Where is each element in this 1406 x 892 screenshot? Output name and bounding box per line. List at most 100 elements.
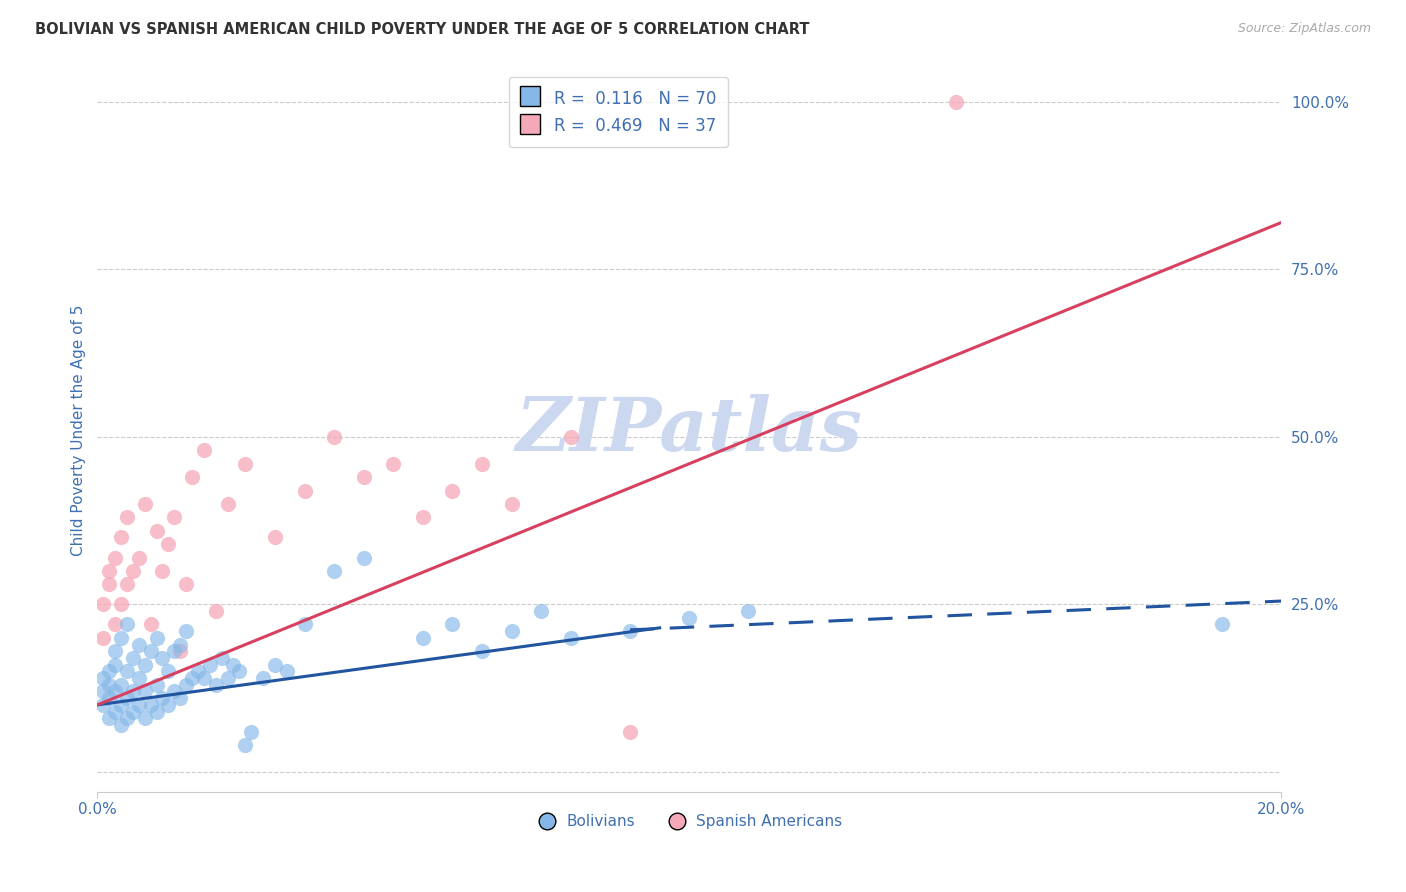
Point — [163, 684, 186, 698]
Point — [294, 617, 316, 632]
Point — [163, 510, 186, 524]
Point — [145, 631, 167, 645]
Point — [98, 691, 121, 706]
Point — [169, 638, 191, 652]
Point — [98, 564, 121, 578]
Point — [104, 684, 127, 698]
Point — [128, 698, 150, 712]
Point — [193, 443, 215, 458]
Point — [104, 657, 127, 672]
Point — [104, 550, 127, 565]
Point — [115, 510, 138, 524]
Point — [110, 530, 132, 544]
Point — [619, 724, 641, 739]
Text: ZIPatlas: ZIPatlas — [516, 394, 863, 467]
Point — [134, 497, 156, 511]
Point — [240, 724, 263, 739]
Point — [217, 497, 239, 511]
Point — [353, 470, 375, 484]
Point — [91, 684, 114, 698]
Point — [145, 524, 167, 538]
Point — [441, 483, 464, 498]
Point — [128, 638, 150, 652]
Point — [945, 95, 967, 109]
Point — [110, 631, 132, 645]
Point — [110, 678, 132, 692]
Point — [501, 497, 523, 511]
Point — [104, 644, 127, 658]
Point — [91, 631, 114, 645]
Point — [353, 550, 375, 565]
Point — [294, 483, 316, 498]
Point — [121, 705, 143, 719]
Point — [211, 651, 233, 665]
Point — [204, 604, 226, 618]
Point — [471, 457, 494, 471]
Point — [264, 530, 287, 544]
Point — [737, 604, 759, 618]
Point — [110, 718, 132, 732]
Point — [115, 691, 138, 706]
Point — [193, 671, 215, 685]
Point — [134, 657, 156, 672]
Point — [115, 617, 138, 632]
Point — [128, 550, 150, 565]
Point — [139, 617, 162, 632]
Point — [145, 705, 167, 719]
Point — [157, 665, 180, 679]
Point — [276, 665, 298, 679]
Text: Source: ZipAtlas.com: Source: ZipAtlas.com — [1237, 22, 1371, 36]
Point — [157, 698, 180, 712]
Point — [98, 711, 121, 725]
Point — [91, 698, 114, 712]
Point — [115, 665, 138, 679]
Point — [441, 617, 464, 632]
Point — [145, 678, 167, 692]
Point — [619, 624, 641, 639]
Point — [110, 598, 132, 612]
Point — [471, 644, 494, 658]
Point — [115, 577, 138, 591]
Point — [121, 651, 143, 665]
Point — [163, 644, 186, 658]
Point — [91, 598, 114, 612]
Point — [678, 611, 700, 625]
Point — [134, 711, 156, 725]
Point — [228, 665, 250, 679]
Point — [169, 644, 191, 658]
Point — [104, 617, 127, 632]
Point — [222, 657, 245, 672]
Point — [181, 470, 204, 484]
Legend: Bolivians, Spanish Americans: Bolivians, Spanish Americans — [530, 808, 849, 835]
Point — [560, 430, 582, 444]
Point — [323, 564, 346, 578]
Point — [91, 671, 114, 685]
Point — [134, 684, 156, 698]
Point — [98, 678, 121, 692]
Point — [252, 671, 274, 685]
Point — [152, 564, 174, 578]
Point — [382, 457, 405, 471]
Point — [233, 738, 256, 752]
Point — [139, 644, 162, 658]
Point — [174, 678, 197, 692]
Point — [1211, 617, 1233, 632]
Point — [187, 665, 209, 679]
Point — [115, 711, 138, 725]
Point — [204, 678, 226, 692]
Point — [152, 691, 174, 706]
Point — [501, 624, 523, 639]
Point — [128, 671, 150, 685]
Point — [139, 698, 162, 712]
Point — [412, 631, 434, 645]
Point — [412, 510, 434, 524]
Point — [121, 684, 143, 698]
Point — [264, 657, 287, 672]
Point — [560, 631, 582, 645]
Point — [217, 671, 239, 685]
Point — [323, 430, 346, 444]
Point — [98, 665, 121, 679]
Point — [174, 624, 197, 639]
Point — [121, 564, 143, 578]
Text: BOLIVIAN VS SPANISH AMERICAN CHILD POVERTY UNDER THE AGE OF 5 CORRELATION CHART: BOLIVIAN VS SPANISH AMERICAN CHILD POVER… — [35, 22, 810, 37]
